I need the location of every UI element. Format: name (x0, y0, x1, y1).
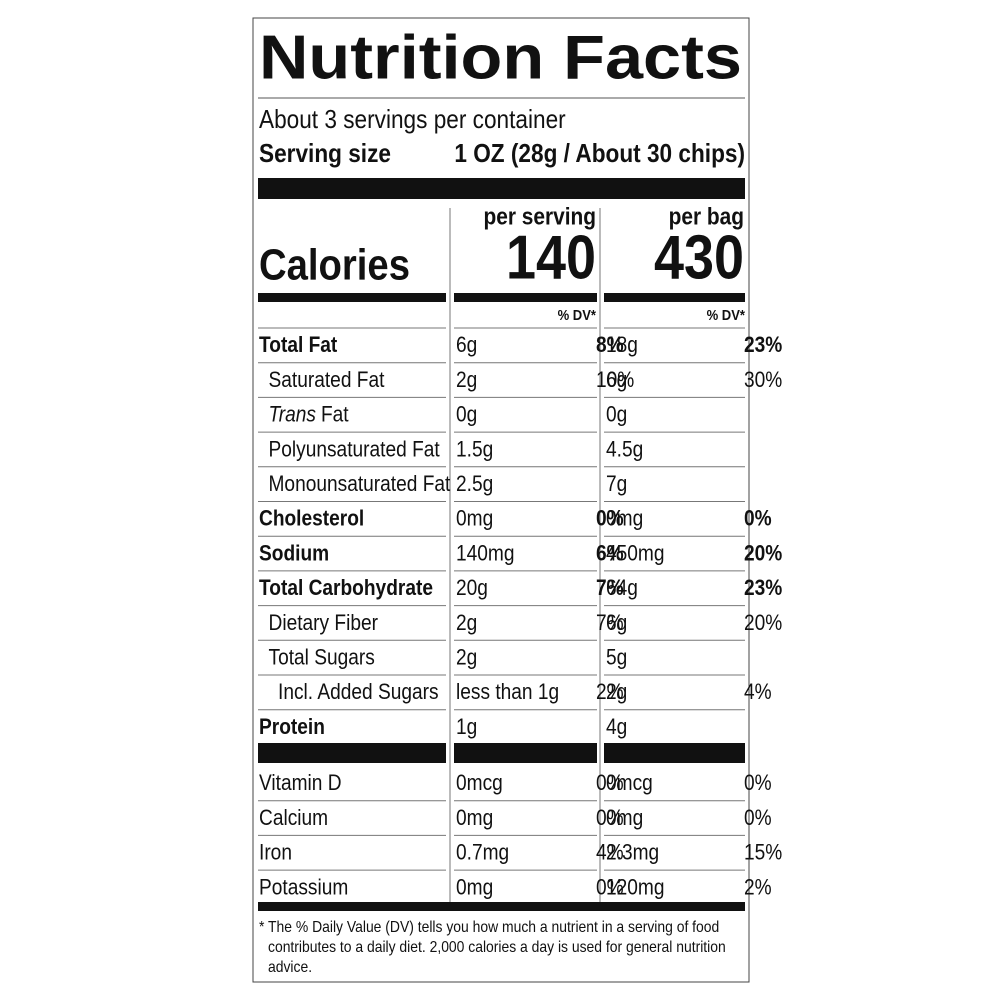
nutrient-name: Potassium (259, 875, 348, 900)
amount: 120mg (606, 875, 664, 900)
amount: 0mg (456, 506, 493, 531)
amount: 0mg (456, 875, 493, 900)
thick-bar (258, 743, 446, 763)
amount: 6g (456, 333, 477, 358)
nutrient-name: Fat (321, 402, 349, 427)
nutrient-name: Cholesterol (259, 506, 364, 531)
amount: 0g (606, 402, 627, 427)
amount: 2g (606, 680, 627, 705)
daily-value: 2% (596, 680, 624, 705)
daily-value: 0% (744, 506, 772, 531)
dv-header: % DV* (707, 306, 746, 323)
nutrient-name: Dietary Fiber (269, 611, 379, 636)
nutrient-name: Calcium (259, 806, 328, 831)
amount: 5g (606, 645, 627, 670)
amount: 1g (456, 715, 477, 740)
serving-size-label: Serving size (259, 139, 391, 168)
daily-value: 0% (596, 806, 624, 831)
amount: 0mcg (606, 771, 653, 796)
dv-header: % DV* (558, 306, 597, 323)
thick-bar (454, 293, 597, 302)
nutrient-name: Saturated Fat (269, 368, 385, 393)
daily-value: 4% (744, 680, 772, 705)
daily-value: 0% (596, 506, 624, 531)
daily-value: 8% (596, 333, 624, 358)
footnote: advice. (268, 958, 312, 976)
amount: less than 1g (456, 680, 559, 705)
amount: 18g (606, 333, 638, 358)
amount: 2g (456, 611, 477, 636)
nutrient-name: Trans (269, 402, 316, 427)
daily-value: 20% (744, 611, 782, 636)
nutrient-name: Monounsaturated Fat (269, 472, 451, 497)
nutrient-name: Iron (259, 840, 292, 865)
daily-value: 23% (744, 333, 782, 358)
nutrient-name: Total Carbohydrate (259, 576, 433, 601)
thick-bar (258, 902, 745, 911)
amount: 0mcg (456, 771, 503, 796)
daily-value: 30% (744, 368, 782, 393)
nutrient-name: Total Sugars (269, 645, 375, 670)
thick-bar (604, 293, 745, 302)
daily-value: 20% (744, 541, 782, 566)
daily-value: 0% (744, 806, 772, 831)
amount: 0.7mg (456, 840, 509, 865)
calories-value: 430 (654, 223, 744, 292)
servings: About 3 servings per container (259, 105, 566, 134)
nutrient-name: Protein (259, 715, 325, 740)
nutrient-name: Sodium (259, 541, 329, 566)
daily-value: 4% (596, 840, 624, 865)
amount: 6g (606, 611, 627, 636)
daily-value: 7% (596, 576, 624, 601)
amount: 0g (456, 402, 477, 427)
footnote: contributes to a daily diet. 2,000 calor… (268, 938, 726, 956)
amount: 7g (606, 472, 627, 497)
daily-value: 23% (744, 576, 782, 601)
amount: 2g (456, 368, 477, 393)
amount: 2g (456, 645, 477, 670)
daily-value: 6% (596, 541, 624, 566)
amount: 4g (606, 715, 627, 740)
title: Nutrition Facts (259, 23, 742, 92)
nutrient-name: Vitamin D (259, 771, 342, 796)
daily-value: 15% (744, 840, 782, 865)
nutrient-name: Polyunsaturated Fat (269, 437, 440, 462)
amount: 450mg (606, 541, 664, 566)
daily-value: 0% (596, 771, 624, 796)
footnote: * The % Daily Value (DV) tells you how m… (259, 918, 719, 936)
thick-bar (258, 293, 446, 302)
thick-bar (258, 178, 745, 199)
amount: 6g (606, 368, 627, 393)
daily-value: 10% (596, 368, 634, 393)
amount: 0mg (606, 806, 643, 831)
amount: 140mg (456, 541, 514, 566)
thick-bar (604, 743, 745, 763)
column-header: per serving (483, 203, 596, 230)
amount: 0mg (606, 506, 643, 531)
daily-value: 7% (596, 611, 624, 636)
nutrient-name: Total Fat (259, 333, 337, 358)
thick-bar (454, 743, 597, 763)
amount: 0mg (456, 806, 493, 831)
nutrient-name: Incl. Added Sugars (278, 680, 439, 705)
daily-value: 0% (596, 875, 624, 900)
amount: 4.5g (606, 437, 643, 462)
amount: 2.3mg (606, 840, 659, 865)
column-header: per bag (669, 203, 744, 230)
amount: 64g (606, 576, 638, 601)
serving-size-value: 1 OZ (28g / About 30 chips) (454, 139, 745, 168)
amount: 1.5g (456, 437, 493, 462)
amount: 2.5g (456, 472, 493, 497)
calories-label: Calories (259, 240, 410, 289)
amount: 20g (456, 576, 488, 601)
daily-value: 2% (744, 875, 772, 900)
daily-value: 0% (744, 771, 772, 796)
calories-value: 140 (506, 223, 596, 292)
